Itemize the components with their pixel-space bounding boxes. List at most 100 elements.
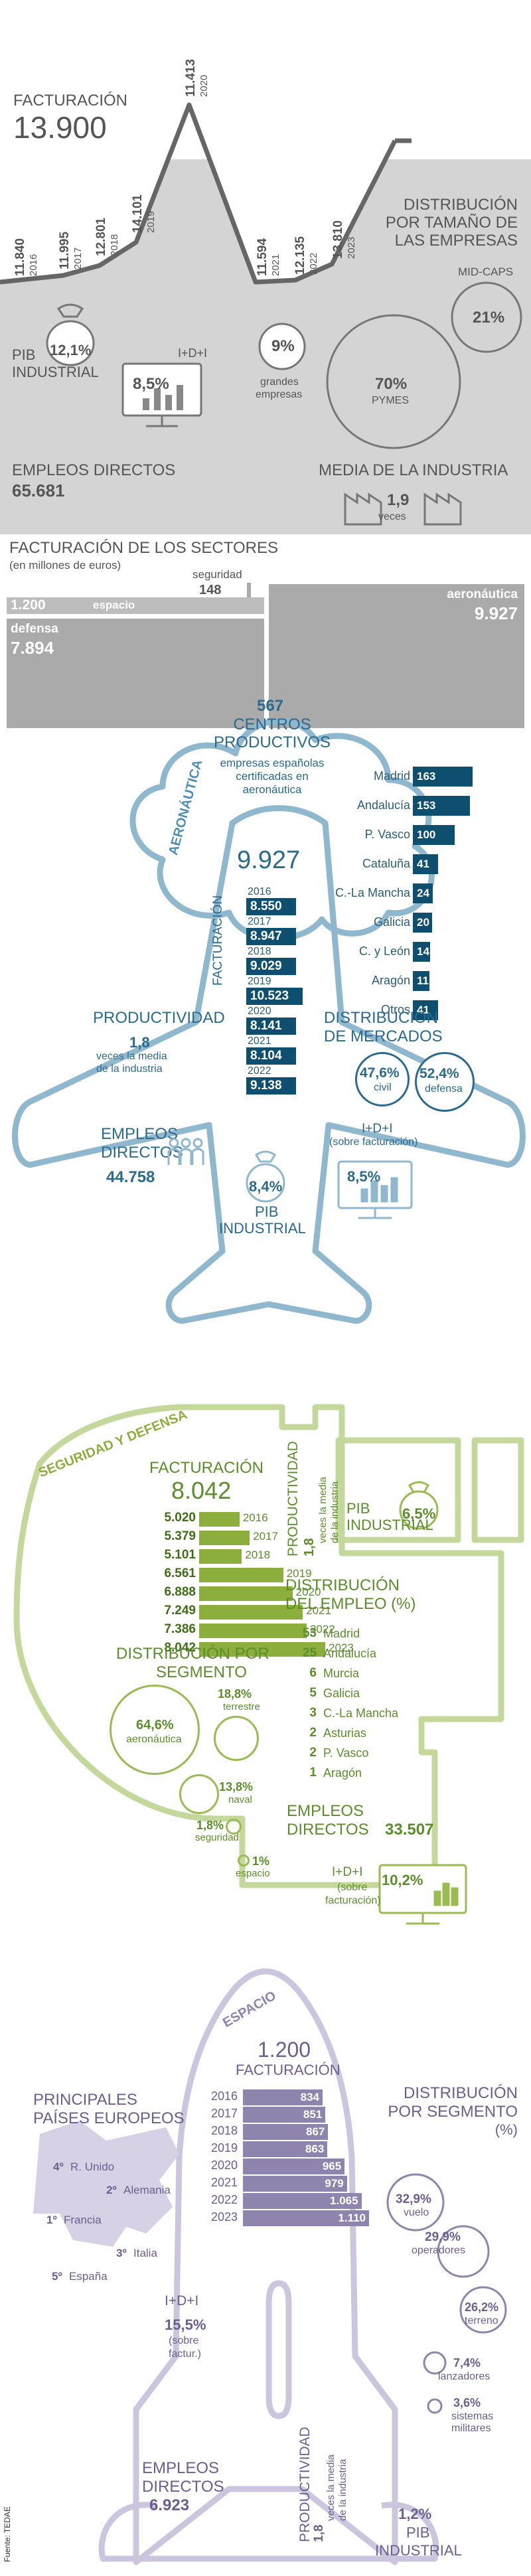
espacio-id-sub-2: factur.) (169, 2348, 201, 2360)
industry-series-year: 2021 (270, 254, 281, 276)
industry-espacio-label: espacio (93, 599, 135, 611)
espacio-year-value: 1.065 (243, 2193, 362, 2209)
aero-year-value: 8.104 (246, 1047, 296, 1065)
defensa-year-value: 5.020 (164, 1511, 196, 1525)
espacio-paises-label-2: PAÍSES EUROPEOS (33, 2109, 185, 2127)
defensa-empleo-label-2: DEL EMPLEO (%) (285, 1595, 416, 1613)
aero-region-name: C.-La Mancha (335, 886, 410, 899)
defensa-empleo-label-1: DISTRIBUCIÓN (285, 1576, 400, 1594)
aero-region-value: 14 (413, 942, 430, 962)
aero-facturacion-total: 9.927 (237, 846, 301, 874)
espacio-segmento-label-1: DISTRIBUCIÓN (403, 2084, 518, 2102)
aero-empleos-label-2: DIRECTOS (101, 1144, 183, 1162)
industry-id-value: 8,5% (133, 375, 169, 393)
defensa-productividad-label: PRODUCTIVIDAD (285, 1441, 301, 1556)
espacio-year-value: 867 (243, 2124, 329, 2140)
aero-mercados-label-2: DE MERCADOS (324, 1027, 443, 1045)
aero-productividad-sub-1: veces la media (96, 1051, 167, 1062)
aero-region-value: 41 (413, 854, 438, 874)
industry-series-year: 2016 (28, 254, 39, 276)
defensa-year-value: 7.386 (164, 1622, 196, 1636)
industry-espacio-value: 1.200 (11, 597, 46, 613)
defensa-terrestre-circle (214, 1716, 259, 1761)
aero-region-name: Galicia (373, 915, 410, 929)
industry-series-year: 2019 (145, 210, 157, 233)
defensa-year-bar (199, 1568, 283, 1582)
espacio-id-sub-1: (sobre (169, 2335, 199, 2346)
industry-sectores-sub: (en millones de euros) (9, 559, 121, 571)
espacio-year-label: 2017 (211, 2107, 238, 2120)
aero-year-label: 2017 (248, 916, 271, 927)
aero-year-value: 8.947 (246, 928, 296, 945)
aero-civil-label: civil (374, 1082, 392, 1093)
aero-year-value: 8.550 (246, 898, 296, 915)
espacio-year-label: 2020 (211, 2159, 238, 2172)
defensa-segmento-label-1: DISTRIBUCIÓN POR (116, 1645, 269, 1663)
espacio-pib-label-1: PIB (406, 2524, 430, 2541)
aero-facturacion-label: FACTURACIÓN (211, 895, 225, 986)
defensa-year-bar (199, 1531, 250, 1545)
industry-media-label: MEDIA DE LA INDUSTRIA (319, 461, 508, 479)
defensa-seguridad-label: seguridad (195, 1832, 239, 1843)
defensa-naval-value: 13,8% (219, 1780, 254, 1793)
aero-region-value: 11 (413, 971, 429, 991)
aero-productividad-sub-2: de la industria (96, 1063, 163, 1075)
espacio-pais-rank: 4º (53, 2160, 64, 2173)
espacio-year-label: 2022 (211, 2193, 238, 2206)
industry-sectores-label: FACTURACIÓN DE LOS SECTORES (9, 539, 278, 557)
defensa-terrestre-value: 18,8% (218, 1687, 252, 1701)
industry-pymes-label: PYMES (372, 395, 410, 406)
espacio-empleos-label-2: DIRECTOS (142, 2478, 224, 2496)
defensa-productividad-sub-2: de la industria (329, 1481, 341, 1543)
aero-region-value: 153 (413, 796, 470, 816)
industry-distribucion-label-3: LAS EMPRESAS (394, 232, 518, 250)
aero-region-name: C. y León (358, 945, 410, 958)
defensa-aeronautica-value: 64,6% (136, 1718, 174, 1732)
industry-defensa-value: 7.894 (11, 638, 54, 658)
defensa-facturacion-value: 8.042 (171, 1477, 232, 1504)
industry-series-value: 11.413 (184, 58, 198, 97)
industry-distribucion-label-1: DISTRIBUCIÓN (403, 196, 518, 214)
espacio-id-value: 15,5% (165, 2316, 206, 2333)
aero-year-value: 10.523 (246, 988, 303, 1005)
defensa-empleo-value: 3 (309, 1706, 317, 1720)
defensa-empleo-value: 6 (309, 1666, 317, 1680)
aero-defensa-value: 52,4% (419, 1066, 459, 1081)
espacio-productividad-sub-2: de la industria (337, 2459, 348, 2521)
money-bag-icon (46, 303, 95, 366)
grandes-circle (258, 323, 306, 370)
aero-empleos-value: 44.758 (106, 1168, 155, 1186)
espacio-operadores-label: operadores (412, 2245, 465, 2256)
espacio-pais-name: Alemania (123, 2184, 171, 2196)
espacio-pais-name: R. Unido (70, 2160, 115, 2173)
espacio-pais-rank: 5º (52, 2270, 62, 2283)
defensa-empleo-value: 2 (309, 1746, 317, 1760)
industry-pib-label-2: INDUSTRIAL (12, 364, 99, 380)
aeronautica-bar (269, 584, 524, 728)
defensa-empleo-name: Madrid (323, 1627, 360, 1640)
pymes-circle (326, 314, 461, 449)
industry-distribucion-label-2: POR TAMAÑO DE (385, 214, 518, 232)
defensa-year-bar (199, 1586, 293, 1601)
defensa-year-bar (199, 1512, 240, 1527)
espacio-segmento-label-3: (%) (494, 2121, 518, 2138)
defensa-empleo-value: 2 (309, 1726, 317, 1740)
aero-centros-label-2: PRODUCTIVOS (213, 733, 331, 751)
defensa-year-label: 2017 (253, 1530, 279, 1543)
aero-year-label: 2022 (248, 1065, 271, 1077)
industry-series-value: 12.135 (293, 236, 307, 275)
industry-seguridad-label: seguridad (192, 568, 242, 581)
industry-line-chart (0, 102, 531, 526)
industry-seguridad-value: 148 (199, 583, 222, 597)
defensa-naval-circle (179, 1774, 219, 1814)
industry-aeronautica-value: 9.927 (474, 603, 518, 623)
industry-midcaps-label: MID-CAPS (458, 265, 514, 278)
aero-region-value: 100 (413, 825, 455, 845)
espacio-year-label: 2018 (211, 2124, 238, 2137)
aero-mercados-label-1: DISTRIBUCIÓN (324, 1009, 439, 1027)
aero-productividad-label: PRODUCTIVIDAD (93, 1009, 225, 1027)
defensa-empleos-label-2: DIRECTOS (287, 1821, 369, 1839)
espacio-operadores-value: 29,9% (425, 2230, 461, 2244)
aero-id-label: I+D+I (362, 1122, 393, 1136)
